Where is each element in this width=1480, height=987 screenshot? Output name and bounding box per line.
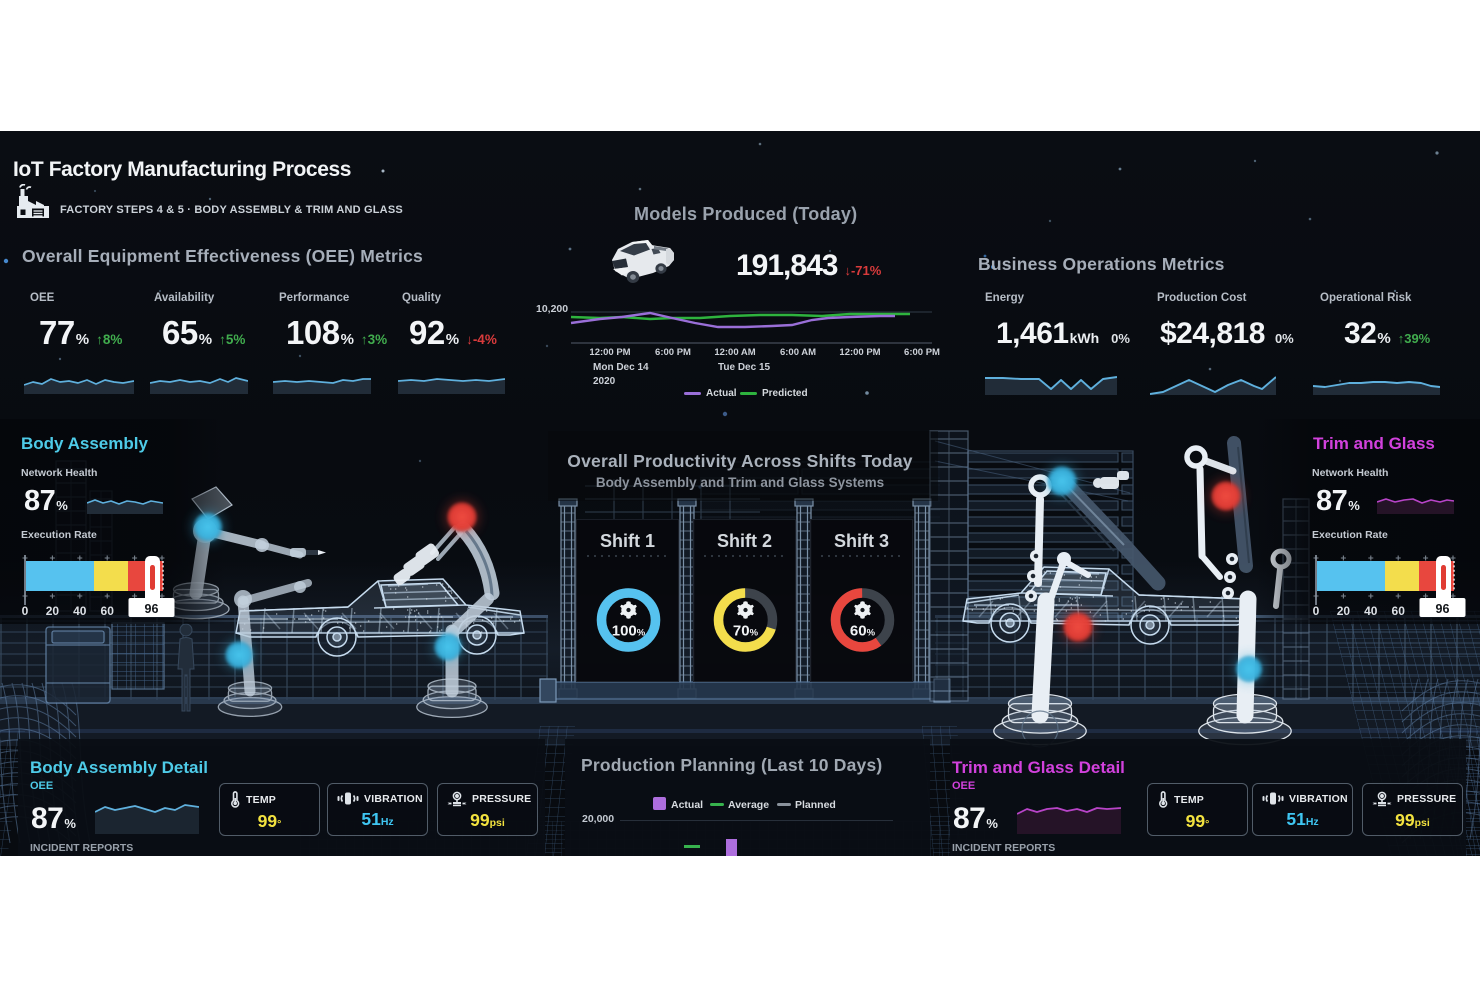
svg-text:96: 96 [145,602,159,616]
svg-text:60: 60 [1392,604,1406,618]
svg-text:100%: 100% [612,623,646,640]
svg-text:96: 96 [1436,602,1450,616]
svg-text:0: 0 [1313,604,1320,618]
svg-text:40: 40 [73,604,87,618]
svg-text:60: 60 [101,604,115,618]
svg-text:0: 0 [22,604,29,618]
svg-text:60%: 60% [850,623,876,640]
svg-text:70%: 70% [733,623,759,640]
svg-text:20: 20 [46,604,60,618]
svg-text:20: 20 [1337,604,1351,618]
svg-text:40: 40 [1364,604,1378,618]
